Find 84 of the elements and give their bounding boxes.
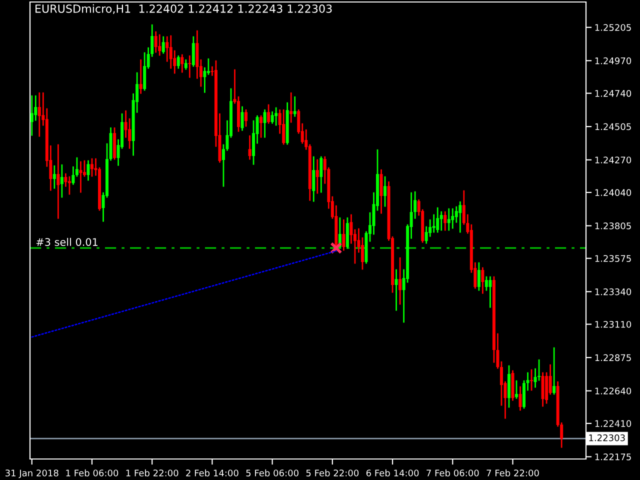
y-tick-label: 1.24270 bbox=[595, 156, 632, 164]
y-tick-label: 1.24505 bbox=[595, 123, 631, 130]
candlestick bbox=[514, 380, 518, 399]
candlestick bbox=[440, 211, 443, 231]
ref-line-label: #3 sell 0.01 bbox=[36, 238, 98, 246]
y-tick-label: 1.22875 bbox=[595, 354, 631, 362]
candlestick bbox=[274, 107, 278, 126]
y-tick-label: 1.24740 bbox=[595, 90, 632, 97]
y-tick-label: 1.23340 bbox=[595, 288, 632, 296]
candlestick bbox=[79, 161, 82, 193]
candlestick bbox=[244, 109, 248, 127]
x-tick-label: 1 Feb 06:00 bbox=[66, 469, 118, 476]
x-tick-label: 7 Feb 06:00 bbox=[426, 469, 479, 476]
y-tick-label: 1.23575 bbox=[595, 255, 631, 262]
y-tick-label: 1.24040 bbox=[595, 189, 632, 196]
candlestick bbox=[203, 67, 206, 93]
candlestick bbox=[56, 144, 60, 219]
candlestick bbox=[90, 158, 94, 177]
candlestick bbox=[267, 104, 270, 124]
candlestick bbox=[60, 164, 64, 198]
candlestick bbox=[248, 135, 252, 160]
y-tick-label: 1.23805 bbox=[595, 222, 631, 230]
candlestick bbox=[240, 106, 244, 131]
candlestick bbox=[270, 111, 274, 124]
candlestick bbox=[139, 59, 142, 94]
x-tick-label: 6 Feb 14:00 bbox=[366, 469, 419, 476]
x-tick-label: 1 Feb 22:00 bbox=[126, 469, 178, 476]
candlestick bbox=[541, 372, 544, 407]
candlestick bbox=[154, 31, 158, 53]
candlestick bbox=[176, 55, 180, 69]
candlestick bbox=[384, 176, 387, 207]
candlestick bbox=[488, 276, 492, 308]
candlestick bbox=[260, 115, 263, 138]
candlestick bbox=[282, 109, 286, 145]
candlestick bbox=[518, 386, 522, 411]
y-tick-label: 1.23110 bbox=[595, 320, 632, 328]
candlestick bbox=[64, 173, 68, 187]
candlestick bbox=[484, 276, 488, 291]
candlestick bbox=[350, 214, 353, 244]
ref-line-label: 1.22303 bbox=[589, 434, 625, 442]
candlestick bbox=[162, 36, 165, 54]
x-tick-label: 5 Feb 06:00 bbox=[246, 469, 298, 476]
candlestick bbox=[38, 92, 41, 137]
candlestick bbox=[380, 169, 383, 214]
candlestick bbox=[320, 156, 323, 193]
candlestick bbox=[458, 201, 462, 233]
y-tick-label: 1.22640 bbox=[595, 388, 632, 394]
candlestick bbox=[290, 92, 293, 123]
candlestick bbox=[52, 165, 56, 189]
y-tick-label: 1.25205 bbox=[595, 24, 631, 31]
candlestick bbox=[481, 267, 484, 294]
candlestick bbox=[432, 214, 436, 233]
x-tick-label: 2 Feb 14:00 bbox=[186, 469, 238, 476]
candlestick bbox=[398, 257, 402, 305]
candlestick bbox=[158, 34, 162, 56]
candlestick bbox=[188, 55, 192, 78]
candlestick bbox=[30, 95, 34, 136]
x-tick-label: 7 Feb 22:00 bbox=[486, 469, 539, 476]
candlestick bbox=[86, 160, 90, 181]
candlestick bbox=[451, 208, 454, 229]
candlestick bbox=[530, 369, 534, 391]
candlestick bbox=[552, 347, 556, 395]
y-tick-label: 1.24970 bbox=[595, 57, 632, 64]
candlestick bbox=[192, 36, 195, 67]
x-tick-label: 5 Feb 22:00 bbox=[306, 469, 359, 476]
candlestick bbox=[206, 58, 210, 75]
y-tick-label: 1.22175 bbox=[595, 453, 631, 460]
candlestick bbox=[263, 109, 266, 138]
candlestick bbox=[394, 269, 398, 311]
chart-title: EURUSDmicro,H1 1.22402 1.22412 1.22243 1.22303 bbox=[36, 4, 332, 14]
candlestick bbox=[444, 211, 447, 231]
candlestick bbox=[342, 219, 346, 251]
candlestick bbox=[293, 96, 296, 117]
candlestick bbox=[180, 54, 184, 73]
candlestick bbox=[447, 208, 450, 231]
candlestick bbox=[312, 156, 316, 202]
x-tick-label: 31 Jan 2018 bbox=[6, 470, 58, 478]
candlestick bbox=[68, 176, 71, 195]
y-tick-label: 1.22410 bbox=[595, 420, 632, 427]
candlestick bbox=[436, 207, 440, 233]
candlestick bbox=[316, 159, 319, 194]
candlestick bbox=[477, 262, 480, 291]
candlestick bbox=[72, 166, 75, 185]
candlestick bbox=[346, 217, 349, 249]
